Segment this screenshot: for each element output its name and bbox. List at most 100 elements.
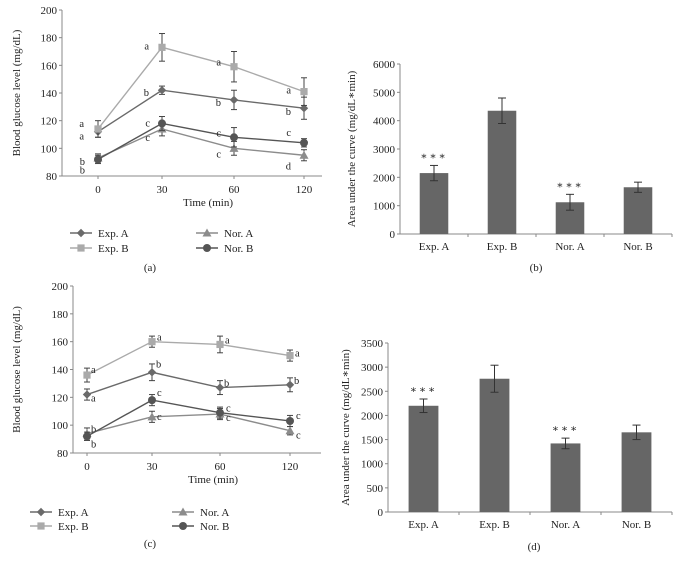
panel-2-series-3-line bbox=[86, 399, 291, 437]
panel-1-bar-0-significance: ∗∗∗ bbox=[420, 151, 447, 162]
panel-1-panel-label: (b) bbox=[530, 262, 543, 274]
panel-3-y-tick-label: 3500 bbox=[361, 338, 384, 350]
panel-0-series-0-point bbox=[229, 95, 239, 105]
panel-0-y-tick-label: 120 bbox=[41, 116, 58, 128]
panel-2-legend-marker-3 bbox=[179, 522, 187, 530]
panel-0-legend-marker-1 bbox=[77, 244, 85, 252]
panel-1-y-tick-label: 6000 bbox=[373, 59, 396, 71]
panel-2-y-tick-label: 80 bbox=[57, 448, 69, 460]
panel-0-legend-marker-3 bbox=[203, 244, 211, 252]
panel-3-y-axis-label: Area under the curve (mg/dL∗min) bbox=[340, 349, 352, 506]
panel-3-y-tick-label: 2000 bbox=[361, 410, 384, 422]
panel-2-series-1-point bbox=[216, 340, 224, 349]
panel-2-series-3-point bbox=[148, 396, 156, 405]
panel-0-series-3-letter: b bbox=[80, 165, 85, 176]
panel-2-series-0-line bbox=[86, 371, 291, 396]
panel-0-series-3-letter: c bbox=[286, 128, 291, 139]
panel-0-series-3-letter: c bbox=[145, 118, 150, 129]
panel-2-panel-label: (c) bbox=[144, 538, 157, 550]
panel-0-legend-label-2: Nor. A bbox=[224, 228, 253, 240]
panel-0-y-tick-label: 140 bbox=[41, 88, 58, 100]
panel-1-bar-3 bbox=[623, 187, 653, 234]
panel-3-bar-2 bbox=[550, 443, 581, 512]
panel-2-x-tick-label: 120 bbox=[282, 461, 299, 473]
panel-2-series-3-letter: c bbox=[157, 388, 162, 399]
panel-0-x-axis-label: Time (min) bbox=[183, 197, 233, 209]
panel-0-series-3-letter: c bbox=[216, 128, 221, 139]
panel-2-series-3-letter: b bbox=[91, 439, 96, 450]
panel-3-bar-0-significance: ∗∗∗ bbox=[410, 385, 437, 396]
panel-0-panel-label: (a) bbox=[144, 262, 157, 274]
panel-2-series-1-line bbox=[86, 340, 291, 376]
panel-3-x-tick-label: Nor. B bbox=[622, 519, 651, 531]
panel-2-series-1-letter: a bbox=[295, 349, 300, 360]
panel-2-series-1-point bbox=[286, 351, 294, 360]
panel-2-series-1-letter: a bbox=[225, 335, 230, 346]
panel-2-series-2-line bbox=[86, 413, 291, 435]
panel-0-series-3-point bbox=[300, 138, 308, 147]
panel-2-legend-label-3: Nor. B bbox=[200, 521, 229, 533]
panel-0-series-0-line bbox=[97, 89, 305, 133]
panel-0-series-0-letter: b bbox=[144, 88, 149, 99]
panel-0-series-3-line bbox=[97, 122, 305, 161]
panel-1-x-tick-label: Nor. A bbox=[555, 241, 584, 253]
panel-2-series-2-letter: c bbox=[226, 413, 231, 424]
panel-0-series-1-point bbox=[300, 88, 308, 96]
panel-3-x-tick-label: Exp. A bbox=[408, 519, 439, 531]
panel-0-series-2-letter: b bbox=[80, 157, 85, 168]
panel-3-y-tick-label: 500 bbox=[367, 483, 384, 495]
panel-0-legend-marker-2 bbox=[202, 228, 212, 237]
panel-0-series-3-point bbox=[230, 133, 238, 142]
panel-1-y-tick-label: 0 bbox=[390, 229, 396, 241]
panel-2-series-1-letter: a bbox=[157, 333, 162, 344]
panel-0-series-2-letter: d bbox=[286, 161, 292, 172]
panel-0-legend-label-1: Exp. B bbox=[98, 243, 129, 255]
panel-3-y-tick-label: 0 bbox=[378, 507, 384, 519]
panel-0-series-1-letter: a bbox=[286, 86, 291, 97]
panel-1-bar-0 bbox=[419, 173, 449, 234]
panel-2-y-axis-label: Blood glucose level (mg/dL) bbox=[11, 306, 23, 433]
panel-0-series-1-line bbox=[97, 46, 305, 130]
panel-0-series-0-letter: b bbox=[286, 107, 291, 118]
panel-2-series-0-point bbox=[82, 390, 92, 399]
panel-3-y-tick-label: 1000 bbox=[361, 459, 384, 471]
panel-3-bar-0 bbox=[408, 405, 439, 512]
panel-2-series-2-letter: c bbox=[296, 431, 301, 442]
panel-2-legend-label-1: Exp. B bbox=[58, 521, 89, 533]
panel-0-x-tick-label: 120 bbox=[296, 184, 313, 196]
panel-0-series-0-point bbox=[299, 104, 309, 113]
panel-2-x-axis-label: Time (min) bbox=[188, 474, 238, 486]
panel-2-x-tick-label: 60 bbox=[215, 461, 227, 473]
panel-0-x-tick-label: 60 bbox=[229, 184, 241, 196]
panel-2-y-tick-label: 120 bbox=[52, 392, 69, 404]
panel-0-series-1-letter: a bbox=[79, 119, 84, 130]
panel-1-x-tick-label: Exp. A bbox=[419, 241, 450, 253]
panel-2-series-2-letter: c bbox=[157, 412, 162, 423]
panel-1-y-tick-label: 4000 bbox=[373, 116, 396, 128]
panel-3-x-tick-label: Nor. A bbox=[551, 519, 580, 531]
panel-2-series-1-point bbox=[148, 338, 156, 346]
panel-2-legend-marker-0 bbox=[36, 507, 46, 517]
panel-2-series-3-letter: c bbox=[226, 404, 231, 415]
panel-2-series-0-letter: b bbox=[156, 359, 161, 370]
panel-0-y-tick-label: 200 bbox=[41, 5, 58, 17]
panel-1-y-tick-label: 5000 bbox=[373, 87, 396, 99]
panel-0-series-2-letter: c bbox=[216, 149, 221, 160]
panel-0-series-1-letter: a bbox=[144, 41, 149, 52]
panel-2-series-2-point bbox=[147, 412, 157, 421]
panel-1-x-tick-label: Exp. B bbox=[487, 241, 518, 253]
panel-2-y-tick-label: 100 bbox=[52, 420, 69, 432]
panel-0-y-tick-label: 80 bbox=[46, 171, 58, 183]
panel-0-y-tick-label: 180 bbox=[41, 33, 58, 45]
panel-2-legend-marker-2 bbox=[178, 507, 188, 516]
panel-0-series-1-point bbox=[94, 125, 102, 133]
panel-2-series-0-letter: b bbox=[294, 376, 299, 387]
panel-2-legend-label-2: Nor. A bbox=[200, 507, 229, 519]
panel-2-series-3-letter: c bbox=[296, 411, 301, 422]
panel-0-series-3-point bbox=[158, 119, 166, 128]
panel-0-series-0-letter: b bbox=[216, 98, 221, 109]
panel-0-x-tick-label: 30 bbox=[157, 184, 169, 196]
panel-2-series-3-point bbox=[286, 416, 294, 425]
panel-0-series-0-point bbox=[157, 86, 167, 95]
